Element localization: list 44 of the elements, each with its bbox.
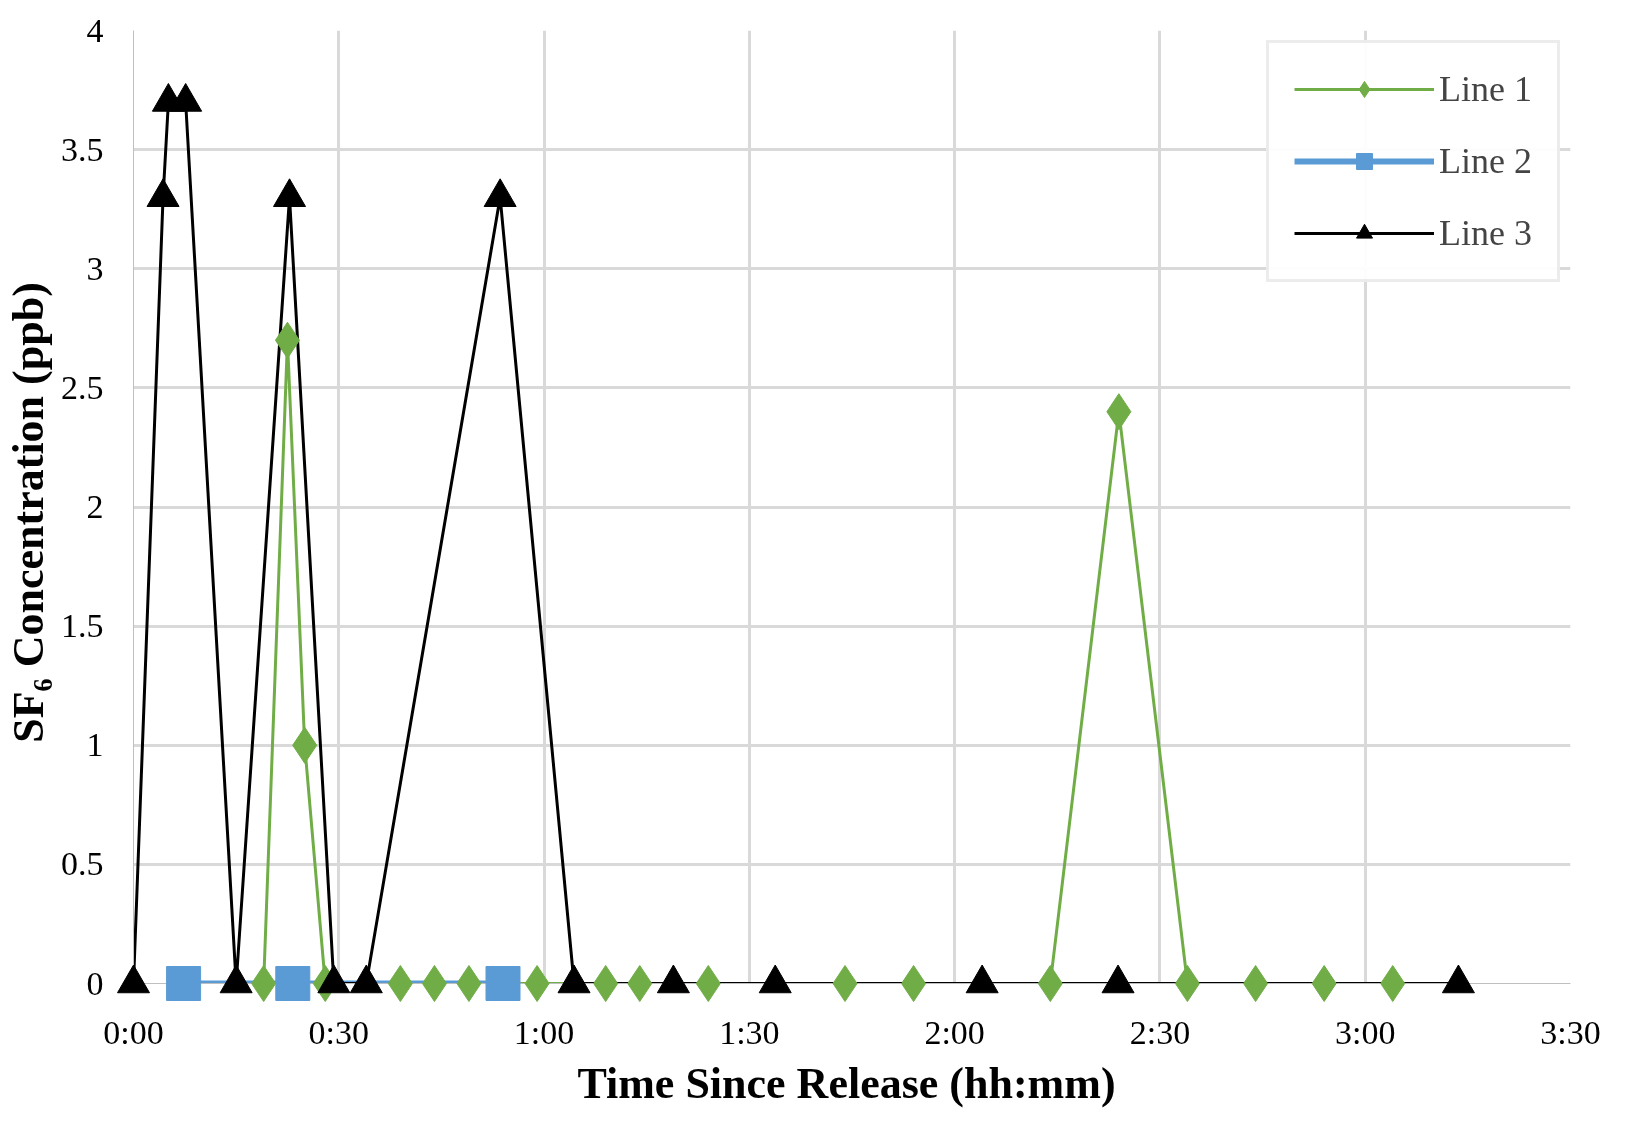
y-tick-label: 3.5: [61, 130, 104, 168]
y-tick-label: 4: [86, 11, 104, 49]
point: [421, 965, 447, 1002]
y-tick-label: 0.5: [61, 845, 104, 883]
y-tick-label: 3: [86, 249, 104, 287]
x-tick-label: 3:30: [1540, 1013, 1601, 1051]
point: [273, 178, 307, 208]
x-tick-label: 2:30: [1129, 1013, 1191, 1051]
point: [627, 965, 653, 1002]
y-tick-label: 0: [86, 964, 104, 1002]
point: [456, 965, 482, 1002]
point: [1037, 965, 1063, 1002]
point: [1311, 965, 1337, 1002]
point: [251, 965, 277, 1002]
point: [695, 965, 721, 1002]
point: [901, 965, 927, 1002]
point: [1243, 965, 1269, 1002]
y-tick-label: 1: [86, 726, 104, 764]
legend-label: Line 2: [1439, 140, 1532, 182]
point: [1174, 965, 1200, 1002]
x-tick-label: 0:30: [308, 1013, 370, 1051]
point: [524, 965, 550, 1002]
x-tick-label: 2:00: [924, 1013, 985, 1051]
x-tick-label: 0:00: [103, 1013, 164, 1051]
x-tick-label: 1:00: [513, 1013, 575, 1051]
legend-label: Line 3: [1439, 212, 1532, 254]
point: [1380, 965, 1406, 1002]
y-tick-label: 2: [86, 488, 104, 525]
point: [146, 178, 180, 208]
point: [832, 965, 858, 1002]
y-tick-label: 2.5: [61, 368, 104, 406]
point: [275, 966, 311, 1001]
legend-label: Line 1: [1439, 68, 1532, 110]
point: [166, 966, 202, 1001]
point: [593, 965, 619, 1002]
x-tick-label: 3:00: [1334, 1013, 1396, 1051]
point: [387, 965, 413, 1002]
point: [485, 966, 521, 1001]
point: [169, 83, 203, 112]
y-axis-title: SF₆ Concentration (ppb): [4, 282, 53, 743]
x-tick-label: 1:30: [719, 1013, 780, 1051]
x-axis-title: Time Since Release (hh:mm): [577, 1058, 1116, 1108]
point: [483, 178, 517, 208]
y-tick-label: 1.5: [61, 607, 104, 645]
